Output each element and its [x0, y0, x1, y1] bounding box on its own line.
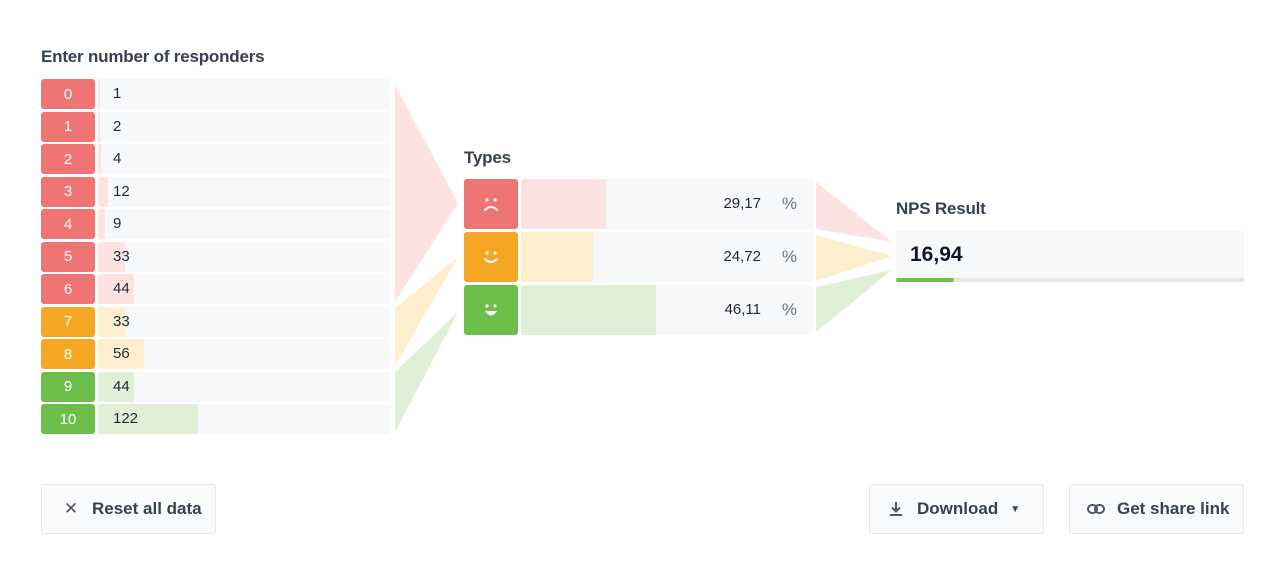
responder-count-input[interactable]: 122 [98, 404, 390, 434]
responder-count-value: 1 [113, 85, 122, 102]
score-label: 8 [41, 339, 95, 369]
type-cell: 24,72 % [521, 232, 813, 282]
responder-row: 3 12 [41, 176, 391, 207]
download-icon [887, 501, 905, 517]
type-percent-value: 29,17 [723, 195, 761, 212]
responder-count-input[interactable]: 2 [98, 111, 390, 142]
responder-row: 8 56 [41, 339, 391, 369]
responder-fill-bar [98, 209, 106, 239]
responder-count-value: 33 [113, 312, 130, 330]
link-icon [1087, 503, 1105, 515]
sad-face-icon [464, 179, 518, 229]
score-label: 9 [41, 371, 95, 402]
type-cell: 29,17 % [521, 179, 813, 229]
type-row-passives: 24,72 % [464, 232, 814, 282]
score-label: 3 [41, 176, 95, 207]
responder-fill-bar [98, 144, 102, 174]
responder-count-input[interactable]: 4 [98, 144, 390, 174]
responder-count-value: 9 [113, 215, 122, 232]
close-icon: ✕ [63, 499, 79, 518]
score-label: 4 [41, 209, 95, 239]
responder-count-input[interactable]: 44 [98, 371, 390, 402]
detractor-funnel-left [395, 85, 458, 302]
responder-fill-bar [98, 79, 100, 109]
responder-fill-bar [98, 111, 100, 142]
percent-sign: % [781, 194, 797, 213]
responder-count-value: 56 [113, 345, 130, 362]
download-button[interactable]: Download ▼ [869, 484, 1044, 534]
responder-count-input[interactable]: 44 [98, 274, 390, 304]
responder-row: 5 33 [41, 241, 391, 272]
type-fill-bar [521, 232, 594, 282]
responder-row: 7 33 [41, 306, 391, 337]
responder-count-input[interactable]: 1 [98, 79, 390, 109]
share-button-label: Get share link [1117, 499, 1230, 518]
responder-fill-bar [98, 371, 135, 402]
nps-result-box: 16,94 [896, 231, 1244, 282]
passive-funnel-right [816, 235, 892, 281]
type-fill-bar [521, 285, 656, 335]
responder-count-input[interactable]: 12 [98, 176, 390, 207]
responder-fill-bar [98, 404, 198, 434]
types-list: 29,17 % 24,72 % 46,11 % [464, 179, 814, 338]
responder-count-input[interactable]: 56 [98, 339, 390, 369]
score-label: 2 [41, 144, 95, 174]
responder-row: 9 44 [41, 371, 391, 402]
responder-count-value: 44 [113, 377, 130, 395]
happy-face-icon [464, 285, 518, 335]
responder-count-input[interactable]: 33 [98, 241, 390, 272]
responder-fill-bar [98, 306, 126, 337]
percent-sign: % [781, 300, 797, 319]
promoter-funnel-left [395, 312, 458, 432]
nps-value: 16,94 [910, 243, 963, 266]
score-label: 10 [41, 404, 95, 434]
neutral-face-icon [464, 232, 518, 282]
score-label: 5 [41, 241, 95, 272]
get-share-link-button[interactable]: Get share link [1069, 484, 1244, 534]
score-label: 7 [41, 306, 95, 337]
responder-count-value: 4 [113, 150, 122, 167]
responder-count-value: 12 [113, 182, 130, 200]
nps-progress-bar [896, 278, 954, 282]
nps-progress-track [896, 278, 1244, 282]
responder-count-value: 122 [113, 410, 139, 427]
type-row-detractors: 29,17 % [464, 179, 814, 229]
promoter-funnel-right [816, 270, 892, 332]
responder-count-input[interactable]: 9 [98, 209, 390, 239]
reset-button-label: Reset all data [92, 499, 202, 518]
download-button-label: Download [917, 499, 999, 518]
type-percent-value: 24,72 [723, 248, 761, 265]
responder-fill-bar [98, 339, 144, 369]
chevron-down-icon: ▼ [1010, 503, 1021, 515]
types-heading: Types [464, 148, 511, 167]
passive-funnel-left [395, 257, 458, 366]
responder-fill-bar [98, 176, 108, 207]
responder-fill-bar [98, 241, 126, 272]
responder-fill-bar [98, 274, 135, 304]
type-row-promoters: 46,11 % [464, 285, 814, 335]
responders-list: 0 1 1 2 2 4 3 12 4 9 5 33 6 44 7 33 8 56 9 44 10 122 [41, 79, 391, 437]
responder-row: 6 44 [41, 274, 391, 304]
score-label: 0 [41, 79, 95, 109]
type-cell: 46,11 % [521, 285, 813, 335]
type-fill-bar [521, 179, 607, 229]
responder-count-input[interactable]: 33 [98, 306, 390, 337]
nps-heading: NPS Result [896, 199, 986, 218]
score-label: 6 [41, 274, 95, 304]
responder-count-value: 44 [113, 280, 130, 297]
responders-heading: Enter number of responders [41, 47, 265, 66]
responder-count-value: 2 [113, 117, 122, 135]
percent-sign: % [781, 247, 797, 266]
score-label: 1 [41, 111, 95, 142]
type-percent-value: 46,11 [724, 301, 761, 318]
reset-all-button[interactable]: ✕ Reset all data [41, 484, 216, 534]
responder-count-value: 33 [113, 247, 130, 265]
detractor-funnel-right [816, 182, 892, 242]
responder-row: 10 122 [41, 404, 391, 434]
